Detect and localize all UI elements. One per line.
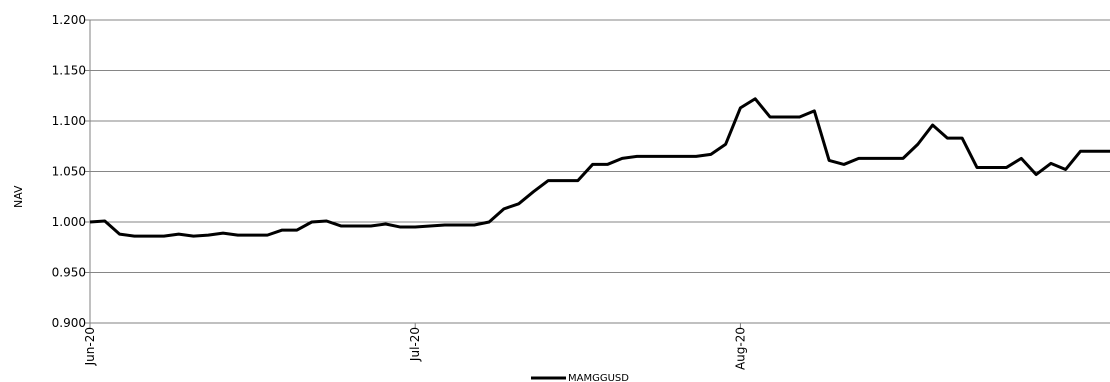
series-line-mamggusd xyxy=(89,97,1110,238)
x-tick-label: Aug-20 xyxy=(733,327,747,370)
y-tick-label: 0.950 xyxy=(52,266,86,280)
y-axis-tick-labels: 0.900 0.950 1.000 1.050 1.100 1.150 1.200 xyxy=(52,13,90,330)
legend: MAMGGUSD xyxy=(531,373,629,382)
y-tick-label: 1.000 xyxy=(52,215,86,229)
y-tick-label: 1.100 xyxy=(52,114,86,128)
legend-label-mamggusd: MAMGGUSD xyxy=(568,373,629,382)
x-tick-label: Jul-20 xyxy=(408,327,422,362)
x-tick-label: Jun-20 xyxy=(83,327,97,366)
y-tick-label: 1.200 xyxy=(52,13,86,27)
y-tick-label: 0.900 xyxy=(52,316,86,330)
gridlines xyxy=(90,19,1110,273)
y-tick-label: 1.150 xyxy=(52,64,86,78)
y-axis-title: NAV xyxy=(12,185,25,208)
x-axis-ticks: Jun-20 Jul-20 Aug-20 xyxy=(83,323,747,370)
series-lines xyxy=(89,97,1110,238)
y-tick-label: 1.050 xyxy=(52,165,86,179)
